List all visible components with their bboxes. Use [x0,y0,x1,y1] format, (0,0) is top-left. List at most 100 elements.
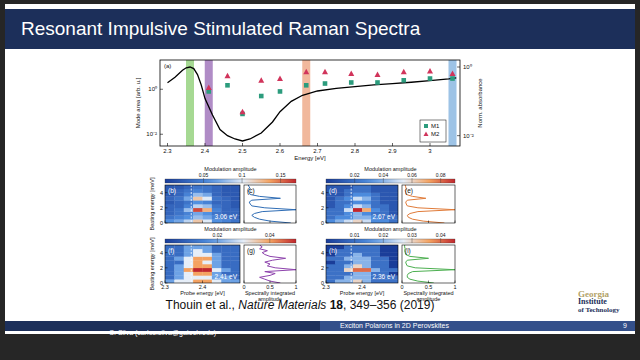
legend-marker [424,124,428,128]
marker [428,76,433,81]
heat-cell [326,212,335,216]
heat-cell [193,275,203,279]
tick [165,252,168,253]
tick [428,221,429,224]
heat-cell [203,260,213,264]
journal: Nature Materials [238,298,326,312]
heat-cell [344,264,353,268]
heat-cell [193,196,203,200]
heat-cell [184,212,194,216]
heat-cell [362,275,371,279]
axis-label: Mode area [arb. u.] [135,77,141,128]
footer-right: Exciton Polarons in 2D Perovskites9 [320,321,635,331]
heat-cell [353,219,362,223]
heat-cell [344,189,353,193]
tick-label: 2.9 [388,148,397,154]
heat-cell [184,215,194,219]
heat-cell [193,193,203,197]
heat-cell [231,253,240,257]
tick-label: 10⁻² [146,131,157,137]
heat-cell [326,264,335,268]
heat-cell [184,249,194,253]
tick [402,281,403,284]
legend-box [420,120,446,142]
heat-cell [184,208,194,212]
heat-cell [389,268,398,272]
heat-cell [371,189,380,193]
heat-cell [344,279,353,283]
heat-cell [212,200,222,204]
heat-cell [174,215,184,219]
heat-cell [174,264,184,268]
marker [278,89,283,94]
heat-cell [371,204,380,208]
heat-cell [389,264,398,268]
heat-cell [326,196,335,200]
panel-label: (e) [405,187,413,195]
panel-label: (b) [168,187,176,195]
frame [160,60,460,146]
plot-area [326,245,398,283]
heat-cell [371,185,380,189]
heat-cell [362,245,371,249]
heat-cell [380,196,389,200]
colorbar-tick-label: 0.15 [276,172,286,178]
heat-cell [362,196,371,200]
tick [270,221,271,224]
heat-cell [193,200,203,204]
heat-cell [193,215,203,219]
plot-area [326,185,398,223]
heat-cell [380,253,389,257]
frame [402,245,455,283]
heat-cell [193,272,203,276]
marker [375,80,380,85]
tick-label: 1 [453,284,456,290]
tick [326,192,329,193]
heat-cell [326,256,335,260]
heat-cell [326,200,335,204]
heat-cell [344,193,353,197]
footer-left: C. Silva (carlos.silva@gatech.edu) [5,321,320,331]
colorbar-tick-label: 0.08 [436,172,446,178]
exciton-line [351,245,352,283]
colorbar-tick [383,238,384,243]
tick-label: 2.6 [276,148,285,154]
heat-cell [174,196,184,200]
heat-cell [353,272,362,276]
footer-talk: Exciton Polarons in 2D Perovskites [340,321,449,331]
colorbar-tick [269,238,270,243]
heat-cell [344,196,353,200]
colorbar-tick-label: 0.06 [407,172,417,178]
heat-cell [221,200,231,204]
heat-cell [362,200,371,204]
tick-label: 2 [160,265,163,271]
heat-cell [362,215,371,219]
heat-cell [371,249,380,253]
heat-cell [165,196,175,200]
marker [206,84,212,90]
heat-cell [362,253,371,257]
tick [317,143,318,146]
colorbar-tick [383,178,384,183]
excitation-band [449,60,457,146]
tick [355,143,356,146]
heat-cell [203,272,213,276]
heat-cell [165,204,175,208]
exciton-line [191,245,192,283]
panel-label: (h) [329,247,337,255]
heat-cell [212,253,222,257]
heat-cell [335,219,344,223]
heat-cell [389,253,398,257]
tick [428,281,429,284]
heat-cell [165,268,175,272]
tick-label: 3 [428,148,432,154]
colorbar-tick [217,238,218,243]
heat-cell [389,208,398,212]
heat-cell [389,245,398,249]
marker [258,77,264,83]
heat-cell [344,272,353,276]
heat-cell [353,196,362,200]
tick [296,221,297,224]
heat-cell [389,260,398,264]
integrated-trace [405,245,455,283]
